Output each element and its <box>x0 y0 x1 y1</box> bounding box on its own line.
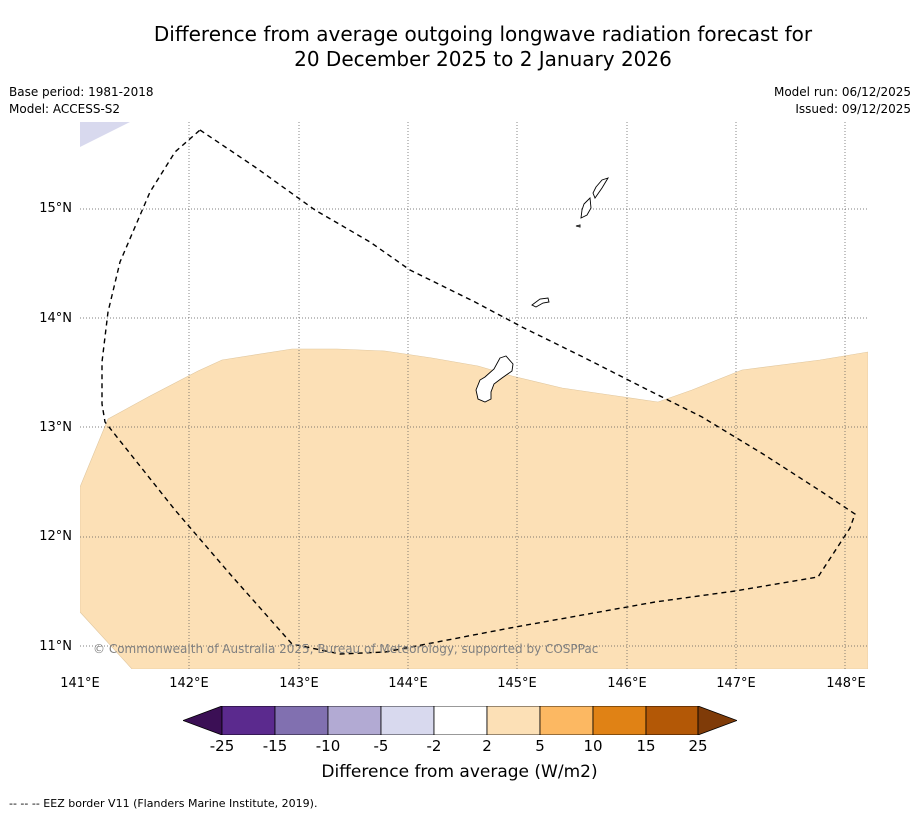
base-period-text: Base period: 1981-2018 <box>9 85 154 99</box>
island-rota <box>531 297 550 308</box>
island-aguijan <box>575 224 581 228</box>
map-panel <box>80 122 868 669</box>
lon-label-141e: 141°E <box>60 676 100 691</box>
eez-border <box>101 129 856 655</box>
colorbar-segment-8 <box>592 706 647 735</box>
lon-label-142e: 142°E <box>169 676 209 691</box>
colorbar-label: 25 <box>688 737 708 755</box>
colorbar-label: 10 <box>583 737 603 755</box>
lon-label-146e: 146°E <box>607 676 647 691</box>
lon-label-147e: 147°E <box>716 676 756 691</box>
colorbar-label: -15 <box>262 737 288 755</box>
lat-label-14n: 14°N <box>39 311 72 326</box>
issued-text: Issued: 09/12/2025 <box>795 102 911 116</box>
island-saipan <box>592 177 610 199</box>
gridlines <box>80 122 868 669</box>
anomaly-region-positive <box>80 348 868 669</box>
lon-label-144e: 144°E <box>388 676 428 691</box>
anomaly-region-negative <box>80 122 130 147</box>
colorbar-segment-3 <box>327 706 382 735</box>
colorbar-label: 2 <box>482 737 492 755</box>
colorbar-extend-low <box>183 706 223 735</box>
colorbar-label: -2 <box>426 737 442 755</box>
colorbar-segment-1 <box>221 706 276 735</box>
chart-title: Difference from average outgoing longwav… <box>0 22 919 72</box>
colorbar <box>183 706 737 735</box>
copyright-text: © Commonwealth of Australia 2025, Bureau… <box>93 642 599 656</box>
island-tinian <box>580 197 592 219</box>
meta-right: Model run: 06/12/2025 Issued: 09/12/2025 <box>774 84 911 118</box>
colorbar-segment-7 <box>539 706 594 735</box>
lon-label-145e: 145°E <box>497 676 537 691</box>
colorbar-segment-2 <box>274 706 329 735</box>
lat-label-11n: 11°N <box>39 639 72 654</box>
lat-label-15n: 15°N <box>39 201 72 216</box>
model-text: Model: ACCESS-S2 <box>9 102 121 116</box>
lon-label-148e: 148°E <box>826 676 866 691</box>
model-run-text: Model run: 06/12/2025 <box>773 85 911 99</box>
lat-label-13n: 13°N <box>39 420 72 435</box>
colorbar-label: 5 <box>535 737 545 755</box>
colorbar-segment-4 <box>380 706 435 735</box>
island-guam <box>475 355 514 403</box>
meta-left: Base period: 1981-2018 Model: ACCESS-S2 <box>9 84 154 118</box>
title-line-2: 20 December 2025 to 2 January 2026 <box>294 47 672 71</box>
colorbar-segment-9 <box>645 706 699 735</box>
colorbar-extend-high <box>697 706 737 735</box>
colorbar-label: -25 <box>209 737 235 755</box>
lon-label-143e: 143°E <box>279 676 319 691</box>
eez-footnote: -- -- -- EEZ border V11 (Flanders Marine… <box>9 797 318 810</box>
lat-label-12n: 12°N <box>39 529 72 544</box>
coastlines <box>475 177 610 403</box>
colorbar-segment-6 <box>486 706 541 735</box>
colorbar-label: -10 <box>315 737 341 755</box>
colorbar-segment-5 <box>433 706 488 735</box>
title-line-1: Difference from average outgoing longwav… <box>153 22 813 46</box>
colorbar-label: 15 <box>636 737 656 755</box>
colorbar-label: -5 <box>373 737 389 755</box>
colorbar-title: Difference from average (W/m2) <box>321 762 598 782</box>
